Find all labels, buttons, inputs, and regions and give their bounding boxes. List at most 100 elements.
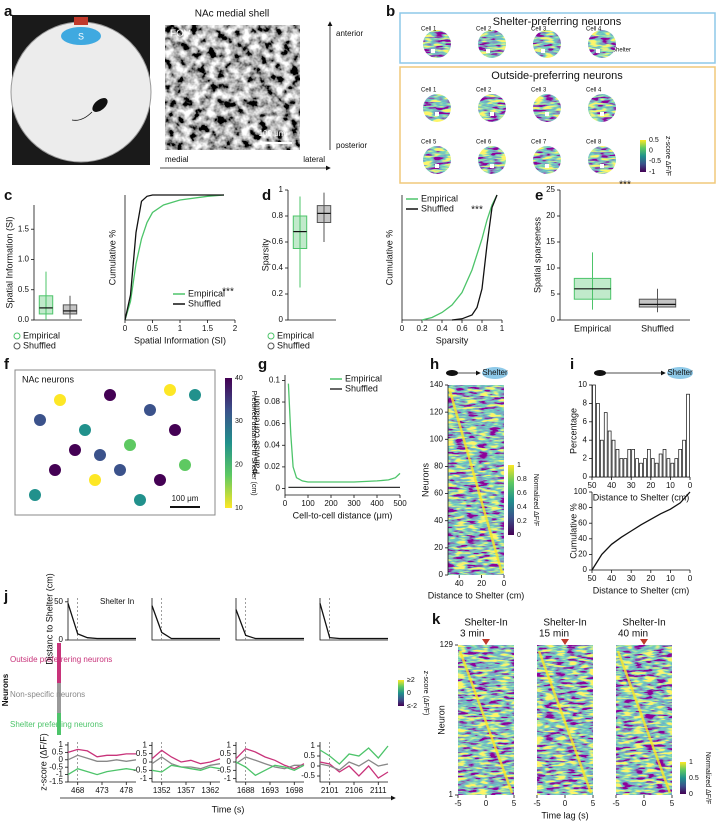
anterior-label: anterior: [336, 29, 363, 38]
y-tick-label: 1: [227, 740, 232, 749]
box: [638, 298, 677, 308]
y-axis-label: Cumulative %: [384, 230, 394, 286]
y-tick-label: 129: [440, 640, 454, 649]
colorbar: [225, 378, 232, 508]
fov-label: FOV: [170, 29, 191, 40]
legend-label: Empirical: [23, 330, 60, 340]
colorbar-tick-label: -0.5: [649, 158, 661, 165]
chart-title: Shelter-In: [543, 618, 586, 629]
chart-title: Shelter-In: [622, 618, 665, 629]
axis-line: [67, 742, 136, 783]
y-tick-label: 0: [143, 757, 148, 766]
cell-label: Cell 2: [476, 88, 492, 94]
x-tick-label: 20: [477, 579, 486, 588]
colorbar-label: z-score ΔF/F: [664, 136, 671, 176]
legend-label: Empirical: [345, 373, 382, 383]
bar: [654, 462, 659, 478]
line-series: [67, 754, 137, 762]
x-tick-label: 5: [512, 799, 517, 808]
place-map: [533, 30, 561, 58]
line-series: [151, 605, 220, 640]
y-tick-label: 6: [583, 417, 588, 426]
group-bar: [57, 713, 61, 735]
y-tick-label: 20: [434, 543, 443, 552]
y-tick-label: 100: [574, 487, 588, 496]
x-tick-label: 50: [588, 574, 597, 583]
y-tick-label: 40: [434, 516, 443, 525]
y-tick-label: 1.0: [18, 255, 30, 264]
y-tick-label: 8: [583, 399, 588, 408]
colorbar-tick-label: ≥2: [407, 677, 415, 684]
line-series: [151, 764, 221, 773]
y-tick-label: 140: [430, 380, 444, 389]
x-axis-label: Distance to Shelter (cm): [593, 492, 690, 502]
colorbar-tick-label: 0.6: [517, 490, 527, 497]
legend-label: Empirical: [421, 193, 458, 203]
x-tick-label: 40: [607, 574, 616, 583]
panel-label: e: [535, 187, 543, 204]
x-axis-label: Time lag (s): [541, 810, 588, 820]
mouse-icon: [594, 370, 606, 376]
y-tick-label: 1: [59, 740, 64, 749]
x-tick-label: 10: [666, 481, 675, 490]
x-tick-label: 2: [233, 324, 238, 333]
y-axis-label: Percentage: [568, 408, 578, 454]
bar: [682, 439, 686, 478]
y-tick-label: 1: [279, 185, 284, 194]
group-label: Outside preferrering neurons: [10, 655, 112, 664]
panel-label: b: [386, 3, 395, 20]
x-axis-label: Sparsity: [436, 335, 469, 345]
chart-title: Shelter-In: [464, 618, 507, 629]
y-tick-label: 0.04: [264, 440, 280, 449]
colorbar-tick-label: 0: [689, 791, 693, 798]
x-tick-label: 1362: [201, 786, 219, 795]
y-tick-label: 40: [578, 534, 587, 543]
cell-label: Cell 6: [476, 140, 492, 146]
colorbar-tick-label: 0.2: [517, 518, 527, 525]
y-tick-label: -1: [224, 774, 232, 783]
y-axis-label: Distanc to Shelter (cm): [44, 573, 54, 665]
scale-label: 100 μm: [172, 494, 199, 503]
box: [62, 304, 78, 315]
y-axis-label: Neurons: [420, 462, 430, 497]
axis-line: [401, 195, 502, 321]
x-tick-label: 30: [627, 481, 636, 490]
bar: [674, 458, 679, 478]
shelter-marker: [435, 164, 439, 168]
x-tick-label: 0: [400, 324, 405, 333]
legend-label: Shuffled: [23, 340, 56, 350]
x-tick-label: 20: [646, 481, 655, 490]
shelter-marker: [431, 49, 435, 53]
box: [316, 205, 332, 224]
y-tick-label: 0: [59, 635, 64, 644]
x-tick-label: 0: [484, 799, 489, 808]
axis-line: [151, 742, 220, 783]
place-map: [423, 94, 451, 122]
x-tick-label: Empirical: [574, 323, 611, 333]
y-tick-label: 80: [578, 503, 587, 512]
line-series: [319, 603, 388, 640]
y-tick-label: 2: [583, 454, 588, 463]
y-tick-label: 1: [311, 741, 316, 750]
x-axis-label: Distance to Shelter (cm): [428, 590, 525, 600]
significance: ***: [471, 205, 483, 216]
x-tick-label: 300: [347, 499, 361, 508]
colorbar-tick-label: 0.4: [517, 504, 527, 511]
line-series: [151, 756, 221, 770]
axis-line: [591, 492, 690, 571]
x-tick-label: 0: [688, 481, 693, 490]
x-tick-label: 478: [120, 786, 134, 795]
colorbar-tick-label: 0.5: [649, 137, 659, 144]
axis-line: [235, 598, 304, 641]
panel-label: i: [570, 356, 574, 373]
shelter-marker: [596, 49, 600, 53]
group-label: Shelter preferring neurons: [10, 720, 103, 729]
outside-box-frame: [399, 66, 716, 184]
bar: [647, 449, 651, 478]
x-tick-label: 1688: [237, 786, 255, 795]
chart-subtitle: 3 min: [460, 629, 484, 640]
bar: [607, 430, 612, 478]
y-tick-label: 0.2: [272, 289, 284, 298]
colorbar-label: Normalized ΔF/F: [704, 752, 711, 805]
y-tick-label: 0: [59, 755, 64, 764]
